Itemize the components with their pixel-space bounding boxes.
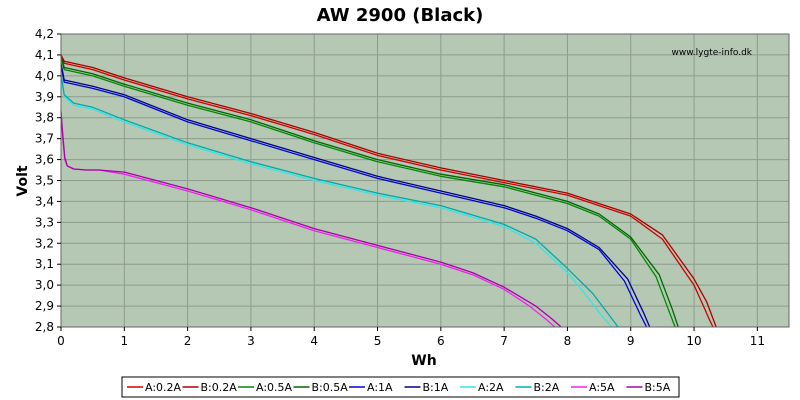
x-axis-label: Wh — [411, 353, 436, 369]
legend-label: A:0.5A — [256, 381, 293, 394]
x-tick-label: 6 — [437, 334, 445, 348]
y-tick-label: 3,6 — [35, 153, 54, 167]
x-tick-label: 7 — [500, 334, 508, 348]
x-tick-label: 1 — [120, 334, 128, 348]
y-tick-label: 3,2 — [35, 236, 54, 250]
x-tick-label: 3 — [247, 334, 255, 348]
series-line-b-0-5a — [60, 56, 679, 328]
x-tick-label: 8 — [564, 334, 572, 348]
legend-label: B:2A — [534, 381, 560, 394]
legend-label: A:0.2A — [145, 381, 182, 394]
y-tick-label: 3,8 — [35, 111, 54, 125]
x-tick-label: 4 — [310, 334, 318, 348]
series-line-b-1a — [60, 63, 651, 328]
y-tick-label: 3,4 — [35, 194, 54, 208]
x-tick-label: 5 — [374, 334, 382, 348]
series-line-a-2a — [60, 75, 613, 328]
series-line-a-0-5a — [60, 56, 676, 328]
legend-label: B:5A — [645, 381, 671, 394]
y-axis: 2,8 2,9 3,0 3,1 3,2 3,3 3,4 3,5 3,6 3,7 3,8 3,9 4,0 4… — [35, 27, 61, 334]
series-line-b-5a — [60, 111, 562, 328]
chart-title: AW 2900 (Black) — [317, 5, 484, 26]
y-tick-label: 4,0 — [35, 69, 54, 83]
series-line-b-0-2a — [60, 54, 717, 328]
y-tick-label: 3,0 — [35, 278, 54, 292]
y-tick-label: 4,2 — [35, 27, 54, 41]
series-lines — [60, 54, 717, 328]
y-tick-label: 3,5 — [35, 174, 54, 188]
y-tick-label: 3,1 — [35, 257, 54, 271]
legend-label: B:1A — [423, 381, 449, 394]
legend-label: A:1A — [367, 381, 393, 394]
series-line-a-1a — [60, 65, 648, 328]
legend-label: B:0.5A — [312, 381, 349, 394]
x-tick-label: 10 — [686, 334, 701, 348]
x-axis: 0 1 2 3 4 5 6 7 8 9 10 11 — [57, 327, 765, 348]
legend-box — [121, 376, 680, 398]
series-line-a-0-2a — [60, 54, 714, 328]
y-axis-label: Volt — [15, 165, 31, 196]
y-tick-label: 3,9 — [35, 90, 54, 104]
x-tick-label: 2 — [184, 334, 192, 348]
y-tick-label: 2,8 — [35, 320, 54, 334]
x-tick-label: 9 — [627, 334, 635, 348]
y-tick-label: 3,3 — [35, 215, 54, 229]
legend: A:0.2A B:0.2A A:0.5A B:0.5A A:1A B:1A A:2A B:2A… — [127, 381, 671, 394]
y-tick-label: 4,1 — [35, 48, 54, 62]
legend-label: A:2A — [478, 381, 504, 394]
watermark: www.lygte-info.dk — [672, 48, 753, 58]
y-tick-label: 3,7 — [35, 132, 54, 146]
y-tick-label: 2,9 — [35, 299, 54, 313]
legend-label: A:5A — [589, 381, 615, 394]
x-tick-label: 0 — [57, 334, 65, 348]
x-tick-label: 11 — [750, 334, 765, 348]
legend-label: B:0.2A — [201, 381, 238, 394]
series-line-b-2a — [60, 73, 619, 328]
